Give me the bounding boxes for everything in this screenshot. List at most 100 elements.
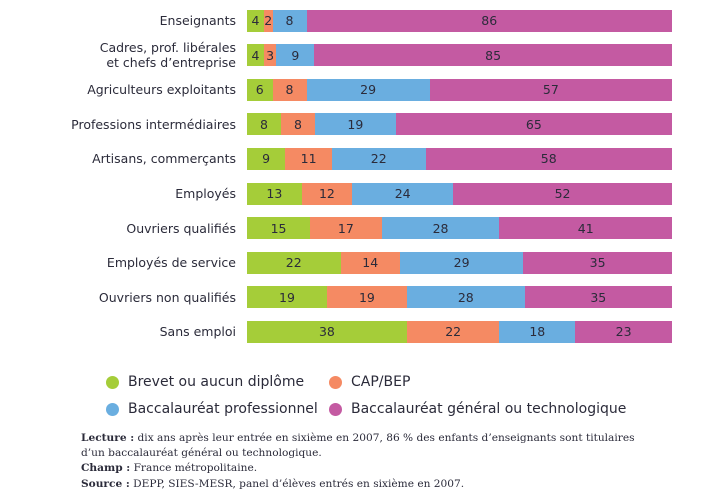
data-label: 29	[360, 82, 377, 98]
legend-label-cap-bep: CAP/BEP	[351, 374, 411, 390]
data-label: 19	[279, 289, 295, 305]
bar-segment: 85	[314, 44, 672, 67]
data-label: 58	[540, 151, 557, 167]
bar-segment: 8	[272, 9, 307, 32]
bar-segment: 35	[523, 251, 672, 274]
legend-swatch-cap-bep	[329, 375, 342, 389]
stacked-bar: 38 22 18 23	[247, 320, 672, 343]
bar-segment: 12	[301, 182, 353, 205]
stacked-bar: 9 11 22 58	[247, 147, 672, 170]
category-label: Employés	[175, 186, 236, 201]
data-label: 9	[291, 47, 300, 63]
bar-segment: 9	[247, 147, 286, 170]
category-label-line: Cadres, prof. libérales	[99, 40, 236, 56]
bar-segment: 35	[524, 286, 672, 309]
legend-label-bac-pro: Baccalauréat professionnel	[128, 401, 318, 417]
stacked-bar: 22 14 29 35	[247, 251, 672, 274]
bar-segment: 23	[575, 320, 672, 343]
bar-segment: 22	[247, 251, 341, 274]
data-label: 2	[264, 13, 273, 28]
data-label: 28	[457, 289, 474, 305]
bar-segment: 65	[395, 113, 672, 136]
data-label: 23	[615, 324, 632, 340]
data-label: 17	[337, 220, 354, 236]
bar-segment: 57	[429, 78, 672, 101]
data-label: 41	[577, 220, 594, 236]
bar-segment: 18	[499, 320, 576, 343]
category-label-line: Professions intermédiaires	[71, 116, 236, 132]
bar-segment: 19	[315, 113, 396, 136]
category-label-line: Employés de service	[106, 255, 236, 271]
bar-segment: 8	[247, 113, 281, 136]
stacked-bar: 4 2 8 86	[247, 9, 672, 32]
note-champ-label: Champ :	[81, 462, 131, 475]
data-label: 19	[358, 289, 375, 305]
bar-segment: 8	[272, 78, 307, 101]
stacked-bar: 4 3 9 85	[247, 44, 672, 67]
bar-segment: 86	[306, 9, 672, 32]
data-label: 4	[251, 13, 260, 28]
bar-segment: 41	[499, 217, 672, 240]
note-lecture-cont: d’un baccalauréat général ou technologiq…	[81, 447, 322, 460]
legend-swatch-brevet	[106, 375, 119, 389]
legend-swatch-bac-pro	[106, 402, 119, 416]
stacked-bar: 15 17 28 41	[247, 217, 672, 240]
category-label: Artisans, commerçants	[92, 151, 236, 166]
data-label: 52	[554, 186, 571, 201]
data-label: 28	[432, 220, 449, 236]
category-label: Employés de service	[107, 255, 236, 270]
bar-segment: 2	[264, 9, 273, 32]
bar-segment: 11	[285, 147, 332, 170]
data-label: 13	[266, 186, 283, 201]
category-label-line: Ouvriers non qualifiés	[98, 289, 236, 305]
bar-segment: 19	[247, 286, 327, 309]
category-label: Professions intermédiaires	[71, 117, 236, 132]
data-label: 4	[251, 47, 260, 63]
data-label: 8	[260, 116, 268, 132]
bar-segment: 3	[263, 44, 277, 67]
stacked-bar: 13 12 24 52	[247, 182, 672, 205]
data-label: 22	[370, 151, 387, 167]
data-label: 8	[285, 82, 294, 98]
data-label: 8	[285, 13, 294, 28]
bar-segment: 28	[406, 286, 525, 309]
bar-segment: 8	[281, 113, 315, 136]
legend-item-bac-pro: Baccalauréat professionnel	[106, 401, 318, 417]
note-source-label: Source :	[81, 477, 130, 490]
bar-segment: 28	[381, 217, 500, 240]
data-label: 57	[542, 82, 559, 98]
stacked-bar: 8 8 19 65	[247, 113, 672, 136]
category-label-line: Ouvriers qualifiés	[126, 220, 236, 236]
bar-segment: 4	[247, 9, 264, 32]
data-label: 14	[362, 255, 379, 271]
category-label: Ouvriers non qualifiés	[99, 290, 236, 305]
data-label: 86	[481, 13, 498, 28]
data-label: 35	[589, 255, 606, 271]
bar-segment: 22	[332, 147, 426, 170]
data-label: 29	[453, 255, 470, 271]
data-label: 11	[300, 151, 317, 167]
stacked-bar: 19 19 28 35	[247, 286, 672, 309]
bar-segment: 13	[247, 182, 302, 205]
note-champ: Champ : France métropolitaine.	[81, 461, 701, 476]
data-label: 85	[485, 47, 502, 63]
category-label-line: Agriculteurs exploitants	[87, 82, 236, 98]
footnotes: Lecture : dix ans après leur entrée en s…	[81, 431, 701, 492]
data-label: 65	[525, 116, 542, 132]
category-label-line: Artisans, commerçants	[92, 151, 236, 167]
bar-segment: 17	[310, 217, 382, 240]
legend-item-brevet: Brevet ou aucun diplôme	[106, 374, 304, 390]
category-label: Enseignants	[160, 13, 236, 28]
note-source-text: DEPP, SIES-MESR, panel d’élèves entrés e…	[129, 477, 465, 490]
note-champ-text: France métropolitaine.	[130, 462, 258, 475]
note-lecture-label: Lecture :	[81, 432, 135, 444]
bar-segment: 15	[247, 217, 311, 240]
legend-swatch-bac-general	[329, 402, 342, 416]
bar-segment: 14	[340, 251, 400, 274]
bar-segment: 24	[352, 182, 454, 205]
note-source: Source : DEPP, SIES-MESR, panel d’élèves…	[81, 477, 701, 492]
bar-segment: 58	[425, 147, 672, 170]
data-label: 22	[445, 324, 462, 340]
note-lecture: Lecture : dix ans après leur entrée en s…	[81, 431, 701, 446]
bar-segment: 9	[276, 44, 315, 67]
